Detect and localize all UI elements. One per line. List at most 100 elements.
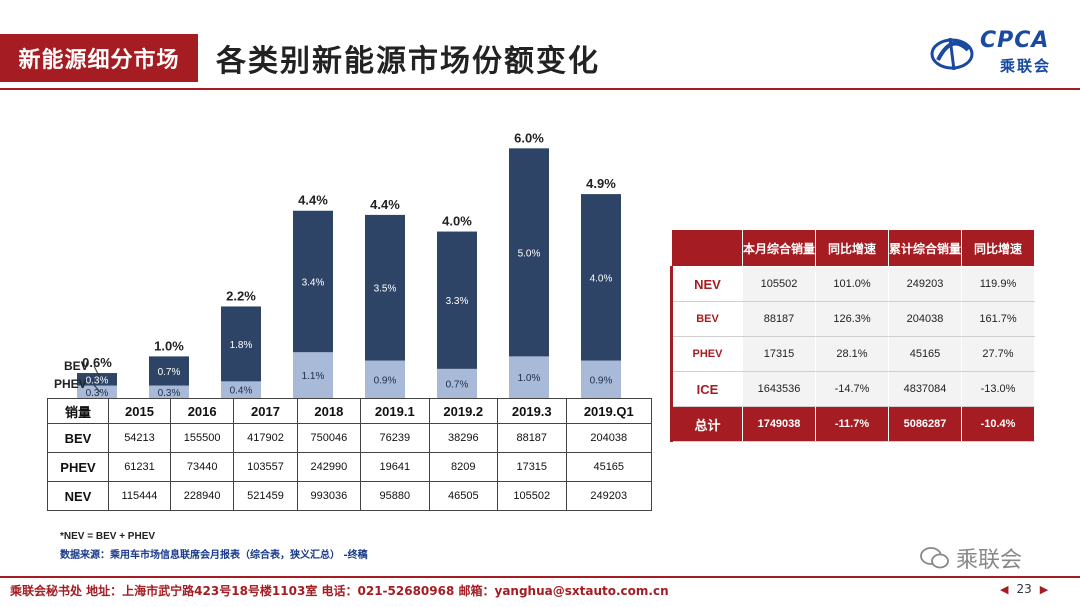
sales-cell: 993036: [296, 481, 362, 511]
phev-value-label: 0.3%: [158, 388, 181, 399]
section-label: 新能源细分市场: [0, 34, 198, 82]
phev-value-label: 0.4%: [230, 386, 253, 397]
summary-cell: 5086287: [888, 406, 962, 442]
bev-value-label: 4.0%: [590, 273, 613, 284]
sales-cell: 76239: [360, 423, 430, 453]
total-share-label: 4.4%: [298, 193, 328, 208]
sales-table-year: 2016: [169, 398, 235, 424]
logo-subtitle: 乘联会: [1000, 57, 1052, 75]
bev-value-label: 3.4%: [302, 277, 325, 288]
sales-cell: 17315: [497, 452, 567, 482]
sales-cell: 242990: [296, 452, 362, 482]
formula-note: *NEV = BEV + PHEV: [60, 531, 156, 542]
sales-table-row: PHEV 61231 73440 103557 242990 19641 8209 17315…: [47, 452, 652, 482]
page-title: 各类别新能源市场份额变化: [216, 44, 600, 79]
sales-table-row: NEV 115444 228940 521459 993036 95880 46505 105…: [47, 481, 652, 511]
sales-row-label: PHEV: [47, 452, 109, 482]
legend-phev-leader: [93, 384, 101, 393]
summary-header-blank: [671, 229, 743, 267]
summary-row: PHEV 17315 28.1% 45165 27.7%: [670, 336, 1035, 372]
total-share-label: 4.0%: [442, 214, 472, 229]
sales-table-year: 2015: [108, 398, 171, 424]
phev-value-label: 0.3%: [86, 388, 109, 399]
phev-bar: [365, 360, 405, 398]
bev-bar: [77, 373, 117, 386]
total-share-label: 4.9%: [586, 176, 616, 191]
footer-divider: [0, 576, 1080, 578]
summary-header: 累计综合销量: [888, 229, 962, 267]
sales-cell: 103557: [233, 452, 298, 482]
summary-row-label: NEV: [670, 266, 743, 302]
sales-cell: 61231: [108, 452, 171, 482]
summary-row: BEV 88187 126.3% 204038 161.7%: [670, 301, 1035, 337]
summary-row-label: ICE: [670, 371, 743, 407]
summary-cell: 119.9%: [961, 266, 1035, 302]
summary-cell: -13.0%: [961, 371, 1035, 407]
summary-header: 本月综合销量: [742, 229, 816, 267]
share-stacked-bar-chart: 0.3% 0.3% 0.6% 0.3% 0.7% 1.0% 0.4% 1.8% 2.2% 1.1%…: [54, 130, 621, 399]
summary-cell: -14.7%: [815, 371, 889, 407]
sales-cell: 249203: [565, 481, 652, 511]
sales-cell: 115444: [108, 481, 171, 511]
summary-cell: 1749038: [742, 406, 816, 442]
phev-value-label: 0.9%: [374, 375, 397, 386]
summary-cell: 17315: [742, 336, 816, 372]
phev-value-label: 1.0%: [518, 373, 541, 384]
summary-cell: 27.7%: [961, 336, 1035, 372]
sales-row-label: BEV: [47, 423, 109, 453]
summary-cell: 161.7%: [961, 301, 1035, 337]
phev-bar: [581, 360, 621, 398]
phev-bar: [149, 385, 189, 398]
summary-row: NEV 105502 101.0% 249203 119.9%: [670, 266, 1035, 302]
sales-volume-table: 销量 2015 2016 2017 2018 2019.1 2019.2 201…: [47, 398, 652, 511]
summary-row: ICE 1643536 -14.7% 4837084 -13.0%: [670, 371, 1035, 407]
next-page-icon[interactable]: ▶: [1039, 582, 1049, 596]
summary-cell: 249203: [888, 266, 962, 302]
bev-bar: [221, 306, 261, 382]
sales-cell: 105502: [497, 481, 567, 511]
phev-value-label: 0.9%: [590, 375, 613, 386]
phev-bar: [77, 385, 117, 398]
watermark-text: 乘联会: [956, 548, 1023, 573]
wechat-icon: [920, 547, 949, 569]
sales-cell: 54213: [108, 423, 171, 453]
summary-cell: 204038: [888, 301, 962, 337]
bev-bar: [581, 194, 621, 361]
sales-table-year: 2019.3: [497, 398, 567, 424]
phev-value-label: 1.1%: [302, 371, 325, 382]
total-share-label: 2.2%: [226, 288, 256, 303]
phev-value-label: 0.7%: [446, 379, 469, 390]
data-source-note: 数据来源：乘用车市场信息联席会月报表（综合表，狭义汇总） -终稿: [60, 550, 368, 561]
summary-cell: 45165: [888, 336, 962, 372]
footer-contact: 乘联会秘书处 地址：上海市武宁路423号18号楼1103室 电话：021-526…: [10, 584, 669, 598]
bev-bar: [149, 356, 189, 386]
sales-table-year: 2019.2: [428, 398, 499, 424]
summary-cell: -10.4%: [961, 406, 1035, 442]
cpca-emblem-icon: [930, 37, 974, 71]
logo-text: CPCA: [980, 28, 1050, 53]
bev-value-label: 3.5%: [374, 284, 397, 295]
summary-row-label: BEV: [670, 301, 743, 337]
phev-bar: [221, 381, 261, 398]
sales-cell: 46505: [428, 481, 499, 511]
monthly-summary-table: 本月综合销量 同比增速 累计综合销量 同比增速 NEV 105502 101.0% 2…: [670, 229, 1035, 442]
summary-row-label: PHEV: [670, 336, 743, 372]
sales-row-label: NEV: [47, 481, 109, 511]
total-share-label: 0.6%: [82, 355, 112, 370]
sales-table-year: 2018: [296, 398, 362, 424]
sales-cell: 750046: [296, 423, 362, 453]
sales-table-year: 2019.Q1: [565, 398, 652, 424]
phev-bar: [293, 352, 333, 398]
page-number: 23: [1016, 582, 1032, 596]
header-divider: [0, 88, 1080, 90]
phev-bar: [437, 368, 477, 398]
summary-header: 同比增速: [815, 229, 889, 267]
bev-value-label: 5.0%: [518, 248, 541, 259]
legend-bev-label: BEV: [64, 359, 89, 373]
bev-bar: [365, 214, 405, 361]
sales-cell: 155500: [169, 423, 235, 453]
prev-page-icon[interactable]: ◀: [1000, 582, 1009, 596]
bev-bar: [437, 231, 477, 369]
summary-cell: 101.0%: [815, 266, 889, 302]
sales-cell: 19641: [360, 452, 430, 482]
